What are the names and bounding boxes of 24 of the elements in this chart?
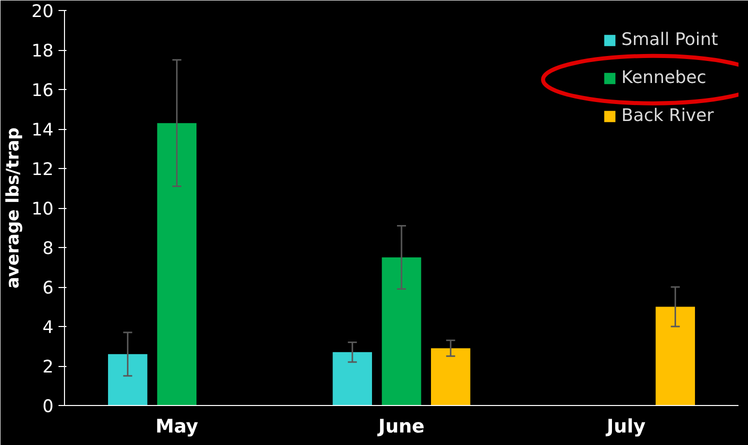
legend-label: Back River bbox=[621, 106, 714, 126]
x-tick-label: July bbox=[604, 416, 646, 438]
legend-label: Kennebec bbox=[621, 68, 706, 88]
x-tick-label: June bbox=[376, 416, 425, 438]
bar bbox=[332, 352, 372, 406]
y-tick-label: 16 bbox=[31, 81, 54, 101]
y-tick-label: 4 bbox=[42, 318, 54, 338]
y-tick-label: 10 bbox=[31, 200, 54, 220]
y-tick-label: 8 bbox=[42, 239, 54, 259]
bar bbox=[108, 354, 148, 406]
bar bbox=[656, 306, 695, 406]
y-tick-label: 18 bbox=[31, 42, 54, 62]
y-tick-label: 0 bbox=[42, 397, 54, 417]
y-tick-label: 14 bbox=[31, 120, 54, 140]
legend-label: Small Point bbox=[621, 30, 718, 50]
y-tick-label: 20 bbox=[31, 2, 54, 22]
bar bbox=[382, 257, 422, 406]
y-tick-label: 12 bbox=[31, 160, 54, 180]
bar bbox=[157, 123, 196, 406]
x-tick-label: May bbox=[155, 416, 198, 438]
bar bbox=[430, 348, 470, 406]
y-tick-label: 6 bbox=[42, 278, 54, 298]
y-axis-title: average lbs/trap bbox=[3, 127, 24, 289]
y-tick-label: 2 bbox=[42, 358, 54, 378]
